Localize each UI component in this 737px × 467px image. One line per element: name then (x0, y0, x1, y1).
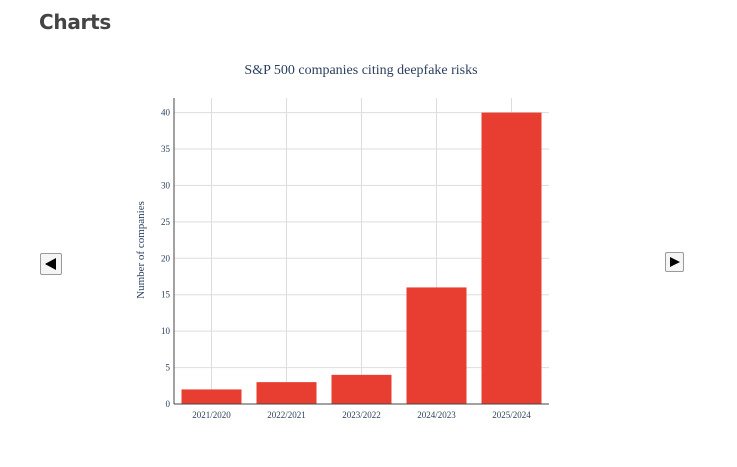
x-tick-label: 2024/2023 (417, 410, 456, 420)
triangle-right-icon (669, 257, 680, 267)
x-tick-label: 2021/2020 (192, 410, 231, 420)
bar (481, 112, 542, 405)
bar (181, 389, 242, 404)
bar (256, 382, 317, 404)
triangle-left-icon (45, 258, 56, 270)
page-heading: Charts (39, 10, 111, 34)
y-tick-label: 35 (161, 144, 171, 154)
y-tick-label: 20 (161, 253, 171, 263)
x-tick-label: 2025/2024 (492, 410, 531, 420)
x-tick-label: 2022/2021 (267, 410, 306, 420)
y-tick-label: 10 (161, 326, 171, 336)
x-tick-label: 2023/2022 (342, 410, 381, 420)
bar (406, 287, 467, 404)
y-tick-label: 25 (161, 217, 171, 227)
previous-chart-button[interactable] (40, 253, 62, 275)
bar (331, 374, 392, 404)
y-tick-label: 15 (161, 290, 171, 300)
next-chart-button[interactable] (665, 252, 684, 272)
y-axis-label: Number of companies (135, 201, 147, 299)
y-tick-label: 40 (161, 108, 171, 118)
chart-title: S&P 500 companies citing deepfake risks (244, 63, 477, 78)
y-tick-label: 5 (166, 363, 171, 373)
y-tick-label: 0 (166, 399, 171, 409)
y-tick-label: 30 (161, 180, 171, 190)
